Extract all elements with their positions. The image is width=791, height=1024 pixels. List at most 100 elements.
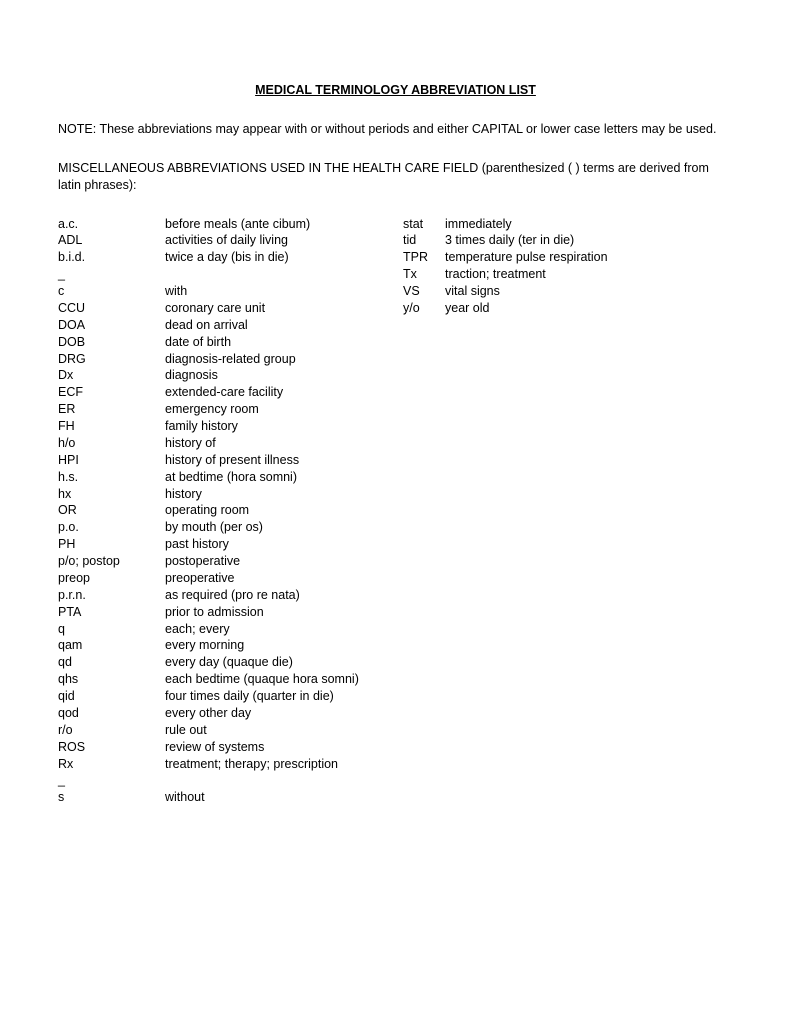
abbr-row: PHpast history (58, 536, 403, 553)
abbr-term: Tx (403, 266, 445, 283)
abbr-row: b.i.d.twice a day (bis in die) (58, 249, 403, 266)
column-right: statimmediatelytid3 times daily (ter in … (403, 216, 733, 807)
abbr-row: y/oyear old (403, 300, 733, 317)
abbr-term: q (58, 621, 165, 638)
abbr-row: ORoperating room (58, 502, 403, 519)
abbr-underscore: _ (58, 772, 165, 789)
abbr-definition: activities of daily living (165, 232, 403, 249)
abbr-row: tid3 times daily (ter in die) (403, 232, 733, 249)
abbr-term: stat (403, 216, 445, 233)
abbr-term: r/o (58, 722, 165, 739)
abbr-term: hx (58, 486, 165, 503)
abbr-definition: every morning (165, 637, 403, 654)
abbr-definition: date of birth (165, 334, 403, 351)
abbr-term: qd (58, 654, 165, 671)
note-paragraph: NOTE: These abbreviations may appear wit… (58, 121, 733, 138)
abbr-definition: rule out (165, 722, 403, 739)
abbr-term: DRG (58, 351, 165, 368)
abbr-term: Dx (58, 367, 165, 384)
abbr-definition: traction; treatment (445, 266, 733, 283)
abbr-definition: treatment; therapy; prescription (165, 756, 403, 773)
abbr-definition: prior to admission (165, 604, 403, 621)
abbr-row: h/ohistory of (58, 435, 403, 452)
abbr-row: h.s.at bedtime (hora somni) (58, 469, 403, 486)
abbr-term: ADL (58, 232, 165, 249)
abbr-term: a.c. (58, 216, 165, 233)
abbr-row: VSvital signs (403, 283, 733, 300)
abbr-definition: as required (pro re nata) (165, 587, 403, 604)
abbr-definition: twice a day (bis in die) (165, 249, 403, 266)
abbr-definition: dead on arrival (165, 317, 403, 334)
abbr-term: qam (58, 637, 165, 654)
page-title: MEDICAL TERMINOLOGY ABBREVIATION LIST (58, 82, 733, 99)
abbr-definition: vital signs (445, 283, 733, 300)
abbr-row: HPIhistory of present illness (58, 452, 403, 469)
abbr-row: DOBdate of birth (58, 334, 403, 351)
blank-row: _ (58, 266, 403, 283)
abbr-definition: operating room (165, 502, 403, 519)
column-left: a.c.before meals (ante cibum)ADLactiviti… (58, 216, 403, 807)
abbr-term: preop (58, 570, 165, 587)
abbr-term: p/o; postop (58, 553, 165, 570)
abbr-definition: diagnosis (165, 367, 403, 384)
abbr-row: swithout (58, 789, 403, 806)
abbr-term: PTA (58, 604, 165, 621)
abbr-definition: extended-care facility (165, 384, 403, 401)
abbr-underscore: _ (58, 266, 165, 283)
abbr-term: p.r.n. (58, 587, 165, 604)
abbr-row: preoppreoperative (58, 570, 403, 587)
abbr-definition: diagnosis-related group (165, 351, 403, 368)
abbr-definition: review of systems (165, 739, 403, 756)
abbr-term: FH (58, 418, 165, 435)
abbr-term: Rx (58, 756, 165, 773)
abbr-definition: before meals (ante cibum) (165, 216, 403, 233)
abbr-term: y/o (403, 300, 445, 317)
abbr-row: Rxtreatment; therapy; prescription (58, 756, 403, 773)
abbr-definition: every other day (165, 705, 403, 722)
blank-row: _ (58, 772, 403, 789)
abbr-row: p.r.n.as required (pro re nata) (58, 587, 403, 604)
abbr-row: PTAprior to admission (58, 604, 403, 621)
abbr-row: ROSreview of systems (58, 739, 403, 756)
abbr-term: qid (58, 688, 165, 705)
abbr-row: qidfour times daily (quarter in die) (58, 688, 403, 705)
abbr-definition: each; every (165, 621, 403, 638)
abbr-definition: each bedtime (quaque hora somni) (165, 671, 403, 688)
abbr-term: DOA (58, 317, 165, 334)
abbr-definition: emergency room (165, 401, 403, 418)
abbr-row: Dxdiagnosis (58, 367, 403, 384)
abbr-definition: 3 times daily (ter in die) (445, 232, 733, 249)
abbr-term: OR (58, 502, 165, 519)
abbr-row: TPRtemperature pulse respiration (403, 249, 733, 266)
abbr-term: ECF (58, 384, 165, 401)
abbr-row: DRGdiagnosis-related group (58, 351, 403, 368)
abbr-row: ECFextended-care facility (58, 384, 403, 401)
abbr-term: ER (58, 401, 165, 418)
abbr-term: s (58, 789, 165, 806)
abbr-row: CCUcoronary care unit (58, 300, 403, 317)
abbr-row: hxhistory (58, 486, 403, 503)
abbr-definition: every day (quaque die) (165, 654, 403, 671)
abbr-term: b.i.d. (58, 249, 165, 266)
abbr-definition: immediately (445, 216, 733, 233)
abbr-definition: history of (165, 435, 403, 452)
abbr-definition: without (165, 789, 403, 806)
abbr-definition: at bedtime (hora somni) (165, 469, 403, 486)
abbr-definition: family history (165, 418, 403, 435)
abbr-definition: year old (445, 300, 733, 317)
abbr-definition: four times daily (quarter in die) (165, 688, 403, 705)
abbr-row: ERemergency room (58, 401, 403, 418)
abbr-term: h.s. (58, 469, 165, 486)
abbr-term: h/o (58, 435, 165, 452)
abbr-definition: with (165, 283, 403, 300)
document-page: MEDICAL TERMINOLOGY ABBREVIATION LIST NO… (0, 0, 791, 864)
abbr-term: HPI (58, 452, 165, 469)
abbr-term: TPR (403, 249, 445, 266)
abbr-term: p.o. (58, 519, 165, 536)
abbr-definition: history of present illness (165, 452, 403, 469)
abbr-definition: coronary care unit (165, 300, 403, 317)
abbr-definition: by mouth (per os) (165, 519, 403, 536)
abbr-row: p/o; postoppostoperative (58, 553, 403, 570)
abbr-term: qhs (58, 671, 165, 688)
abbr-row: FHfamily history (58, 418, 403, 435)
